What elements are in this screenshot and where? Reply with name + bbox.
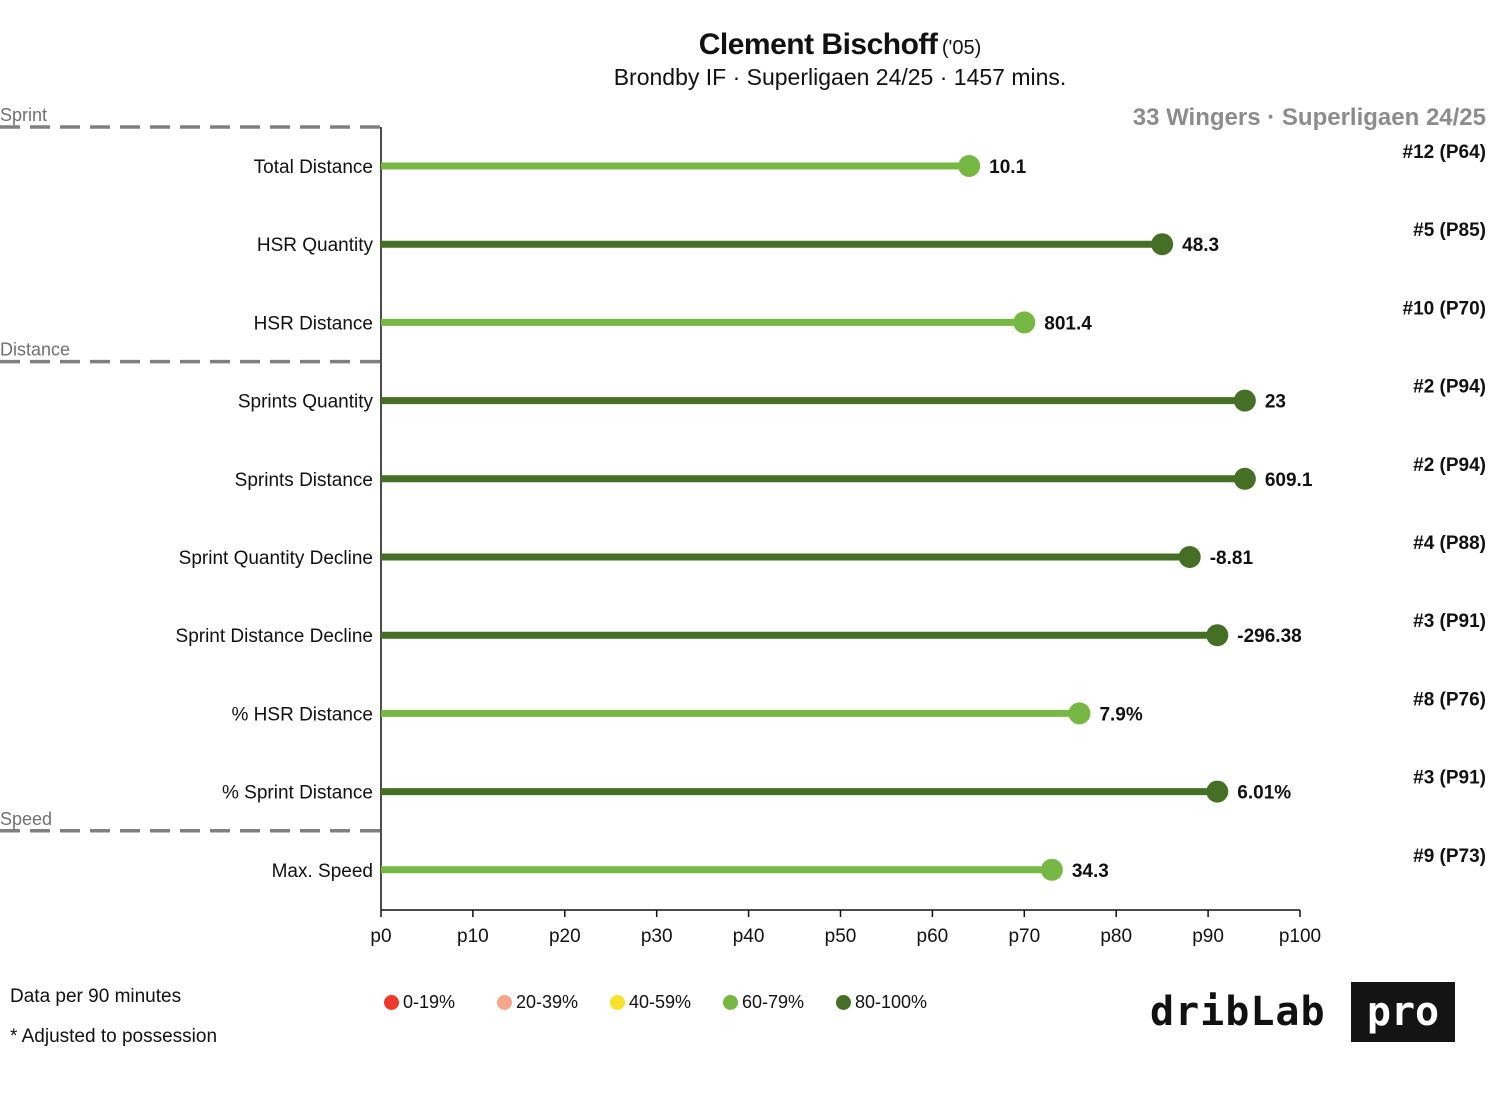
x-tick-label: p0: [370, 926, 391, 947]
chart-title: Clement Bischoff ('05): [0, 28, 1506, 62]
legend-item-80-100: 80-100%: [836, 992, 949, 1013]
x-tick-label: p100: [1279, 926, 1321, 947]
metric-dot: [958, 155, 981, 177]
metric-rank: #5 (P85): [1413, 220, 1486, 241]
metric-label: Max. Speed: [272, 861, 373, 882]
group-label: Speed: [0, 809, 52, 829]
legend-dot-80-100: [836, 995, 851, 1010]
x-tick-label: p90: [1192, 926, 1224, 947]
group-label: Distance: [0, 340, 70, 360]
chart-subtitle: Brondby IF · Superligaen 24/25 · 1457 mi…: [613, 64, 1067, 90]
metric-value: 6.01%: [1237, 783, 1291, 804]
metric-value: 10.1: [989, 157, 1026, 178]
x-tick-label: p20: [549, 926, 581, 947]
metric-label: HSR Distance: [254, 313, 373, 334]
metric-label: HSR Quantity: [257, 235, 374, 256]
x-tick-label: p40: [733, 926, 765, 947]
x-tick-label: p60: [917, 926, 949, 947]
player-age: ('05): [941, 37, 982, 59]
legend-item-40-59: 40-59%: [610, 992, 723, 1013]
metric-dot: [1178, 546, 1201, 568]
metric-value: 7.9%: [1099, 704, 1142, 725]
x-tick-label: p30: [641, 926, 673, 947]
metric-rank: #8 (P76): [1413, 689, 1486, 710]
metric-dot: [1233, 389, 1256, 412]
group-label: Sprint: [0, 105, 47, 125]
legend-label: 0-19%: [403, 992, 456, 1012]
legend-item-20-39: 20-39%: [497, 992, 610, 1013]
logo-wordmark: dribLab: [1150, 989, 1326, 1035]
legend-label: 80-100%: [855, 992, 928, 1012]
legend-item-60-79: 60-79%: [723, 992, 836, 1013]
legend-dot-0-19: [384, 995, 399, 1010]
metric-label: Total Distance: [254, 157, 373, 178]
metric-label: % Sprint Distance: [222, 783, 373, 804]
legend-label: 40-59%: [629, 992, 692, 1012]
legend-label: 20-39%: [516, 992, 579, 1012]
metric-rank: #2 (P94): [1413, 455, 1486, 476]
x-tick-label: p10: [457, 926, 489, 947]
metric-value: -296.38: [1237, 626, 1301, 647]
logo-badge: pro: [1351, 982, 1455, 1042]
metric-value: 801.4: [1044, 313, 1092, 334]
metric-dot: [1040, 858, 1063, 881]
cohort-label: 33 Wingers · Superligaen 24/25: [1132, 104, 1486, 131]
metric-dot: [1206, 624, 1229, 647]
x-tick-label: p50: [825, 926, 857, 947]
metric-rank: #10 (P70): [1403, 298, 1486, 319]
metric-label: % HSR Distance: [232, 704, 374, 725]
color-legend: 0-19% 20-39% 40-59% 60-79% 80-100%: [384, 992, 949, 1013]
metric-dot: [1068, 702, 1091, 725]
legend-dot-60-79: [723, 995, 738, 1010]
metric-value: 48.3: [1182, 235, 1219, 256]
metric-value: -8.81: [1210, 548, 1254, 569]
x-tick-label: p80: [1100, 926, 1132, 947]
metric-value: 34.3: [1072, 861, 1109, 882]
metric-rank: #3 (P91): [1413, 768, 1486, 789]
x-tick-label: p70: [1008, 926, 1040, 947]
player-name: Clement Bischoff: [698, 28, 938, 61]
metric-label: Sprint Quantity Decline: [179, 548, 373, 569]
footnote-adjusted: * Adjusted to possession: [10, 1026, 218, 1047]
metric-label: Sprints Quantity: [238, 392, 374, 413]
metric-label: Sprints Distance: [235, 470, 373, 491]
metric-rank: #9 (P73): [1413, 846, 1486, 867]
footnote-per90: Data per 90 minutes: [10, 986, 182, 1007]
driblab-pro-logo: dribLab pro: [1150, 982, 1455, 1042]
metric-rank: #12 (P64): [1403, 142, 1486, 163]
metric-value: 609.1: [1265, 470, 1313, 491]
metric-rank: #3 (P91): [1413, 611, 1486, 632]
legend-dot-40-59: [610, 995, 625, 1010]
metric-dot: [1233, 467, 1256, 490]
metric-dot: [1206, 780, 1229, 803]
legend-dot-20-39: [497, 995, 512, 1010]
legend-item-0-19: 0-19%: [384, 992, 497, 1013]
legend-label: 60-79%: [742, 992, 805, 1012]
metric-rank: #2 (P94): [1413, 377, 1486, 398]
metric-value: 23: [1265, 392, 1286, 413]
metric-label: Sprint Distance Decline: [176, 626, 373, 647]
metric-dot: [1151, 233, 1174, 256]
metric-dot: [1013, 311, 1036, 334]
metric-rank: #4 (P88): [1413, 533, 1486, 554]
